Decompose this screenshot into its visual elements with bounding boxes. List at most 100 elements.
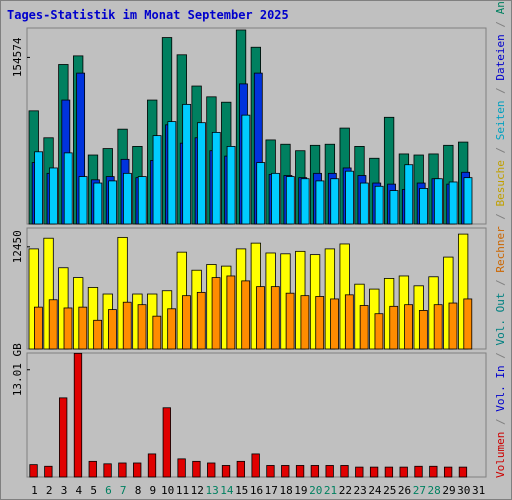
bar-seiten-day-19 [300,178,310,225]
legend-separator: / [494,346,507,366]
bar-rechner-day-12 [196,291,206,350]
legend-separator: / [494,81,507,101]
x-tick-label-day-10: 10 [161,484,174,497]
x-tick-label-day-24: 24 [368,484,382,497]
bar-volumen-day-20 [310,465,320,478]
bar-rechner-day-18 [285,292,295,350]
bar-volumen-day-14 [221,465,231,478]
series-seiten [34,103,473,225]
bar-seiten-day-28 [433,178,443,225]
bar-rechner-day-21 [330,298,339,350]
bar-rechner-day-26 [404,304,413,350]
legend-separator: / [494,273,507,293]
bar-rechner-day-5 [93,319,103,350]
bar-rechner-day-23 [359,305,369,350]
bar-volumen-day-17 [266,465,275,478]
bar-rechner-day-11 [182,295,191,350]
legend-label-vol-in: Vol. In [494,365,507,411]
bar-seiten-day-13 [211,131,221,225]
bar-rechner-day-13 [211,277,221,350]
bar-volumen-day-29 [443,466,453,478]
bar-seiten-day-2 [49,167,58,225]
panel-top: 154574 [11,27,487,225]
chart-title: Tages-Statistik im Monat September 2025 [7,8,289,22]
x-tick-label-day-9: 9 [150,484,157,497]
bar-volumen-day-21 [325,465,334,478]
bar-seiten-day-9 [152,135,162,225]
bar-seiten-day-22 [345,170,354,225]
bar-seiten-day-18 [285,176,295,225]
x-tick-label-day-19: 19 [294,484,307,497]
x-tick-label-day-22: 22 [339,484,352,497]
legend-separator: / [494,14,507,34]
bar-rechner-day-4 [78,306,88,350]
x-tick-label-day-7: 7 [120,484,127,497]
bar-rechner-day-7 [122,301,132,350]
bar-volumen-day-19 [295,465,305,478]
x-tick-label-day-25: 25 [383,484,396,497]
legend-label-besuche: Besuche [494,160,507,206]
bar-seiten-day-4 [78,176,88,225]
x-tick-label-day-28: 28 [428,484,441,497]
legend-label-dateien: Dateien [494,34,507,80]
bar-seiten-day-1 [34,151,43,225]
bar-rechner-day-19 [300,295,310,350]
x-tick-label-day-29: 29 [442,484,455,497]
bar-rechner-day-29 [448,302,458,350]
bar-seiten-day-21 [330,178,340,225]
x-tick-label-day-21: 21 [324,484,337,497]
bar-rechner-day-30 [463,298,473,350]
bar-rechner-day-2 [48,299,58,350]
x-tick-label-day-27: 27 [413,484,426,497]
bar-volumen-day-27 [414,465,423,478]
bar-volumen-day-6 [103,463,112,478]
bar-volumen-day-12 [192,460,201,478]
x-tick-label-day-18: 18 [279,484,292,497]
bar-rechner-day-15 [241,280,251,350]
bar-volumen-day-28 [429,465,438,478]
legend-separator: / [494,206,507,226]
panel-top-y-tick-label: 154574 [11,37,24,77]
bar-rechner-day-3 [63,307,73,350]
bar-seiten-day-15 [241,114,251,225]
panel-bottom: 13.01 GB [11,343,487,478]
bar-rechner-day-25 [389,305,399,350]
x-tick-label-day-30: 30 [457,484,470,497]
x-tick-label-day-13: 13 [205,484,218,497]
bar-volumen-day-24 [369,466,379,478]
right-legend: Volumen / Vol. In / Vol. Out / Rechner /… [494,0,507,478]
bar-seiten-day-26 [404,164,414,225]
bar-besuche-day-1 [28,248,39,350]
bar-volumen-day-23 [355,466,364,478]
bar-besuche-day-5 [87,287,99,350]
bar-rechner-day-10 [167,308,177,350]
x-tick-label-day-4: 4 [76,484,83,497]
x-tick-label-day-31: 31 [472,484,485,497]
bar-besuche-day-30 [457,233,469,350]
legend-separator: / [494,140,507,160]
bar-volumen-day-11 [177,458,186,478]
bar-seiten-day-3 [63,152,73,225]
x-tick-label-day-12: 12 [191,484,204,497]
bar-seiten-day-12 [197,122,206,225]
x-tick-label-day-6: 6 [105,484,112,497]
bar-rechner-day-6 [108,309,117,350]
legend-label-vol-out: Vol. Out [494,293,507,346]
bar-volumen-day-5 [88,460,97,478]
bar-rechner-day-24 [374,313,384,350]
x-tick-label-day-23: 23 [354,484,367,497]
x-tick-label-day-3: 3 [61,484,68,497]
x-tick-label-day-17: 17 [265,484,278,497]
x-tick-label-day-1: 1 [31,484,38,497]
bar-volumen-day-30 [458,466,468,478]
x-tick-label-day-20: 20 [309,484,322,497]
bar-seiten-day-10 [167,121,177,225]
x-tick-label-day-5: 5 [90,484,97,497]
bar-volumen-day-16 [251,453,260,478]
x-tick-label-day-15: 15 [235,484,248,497]
bar-seiten-day-24 [374,185,384,225]
bar-volumen-day-18 [281,465,290,478]
panel-bottom-y-tick-label: 13.01 GB [11,343,24,396]
bar-volumen-day-4 [73,352,83,478]
